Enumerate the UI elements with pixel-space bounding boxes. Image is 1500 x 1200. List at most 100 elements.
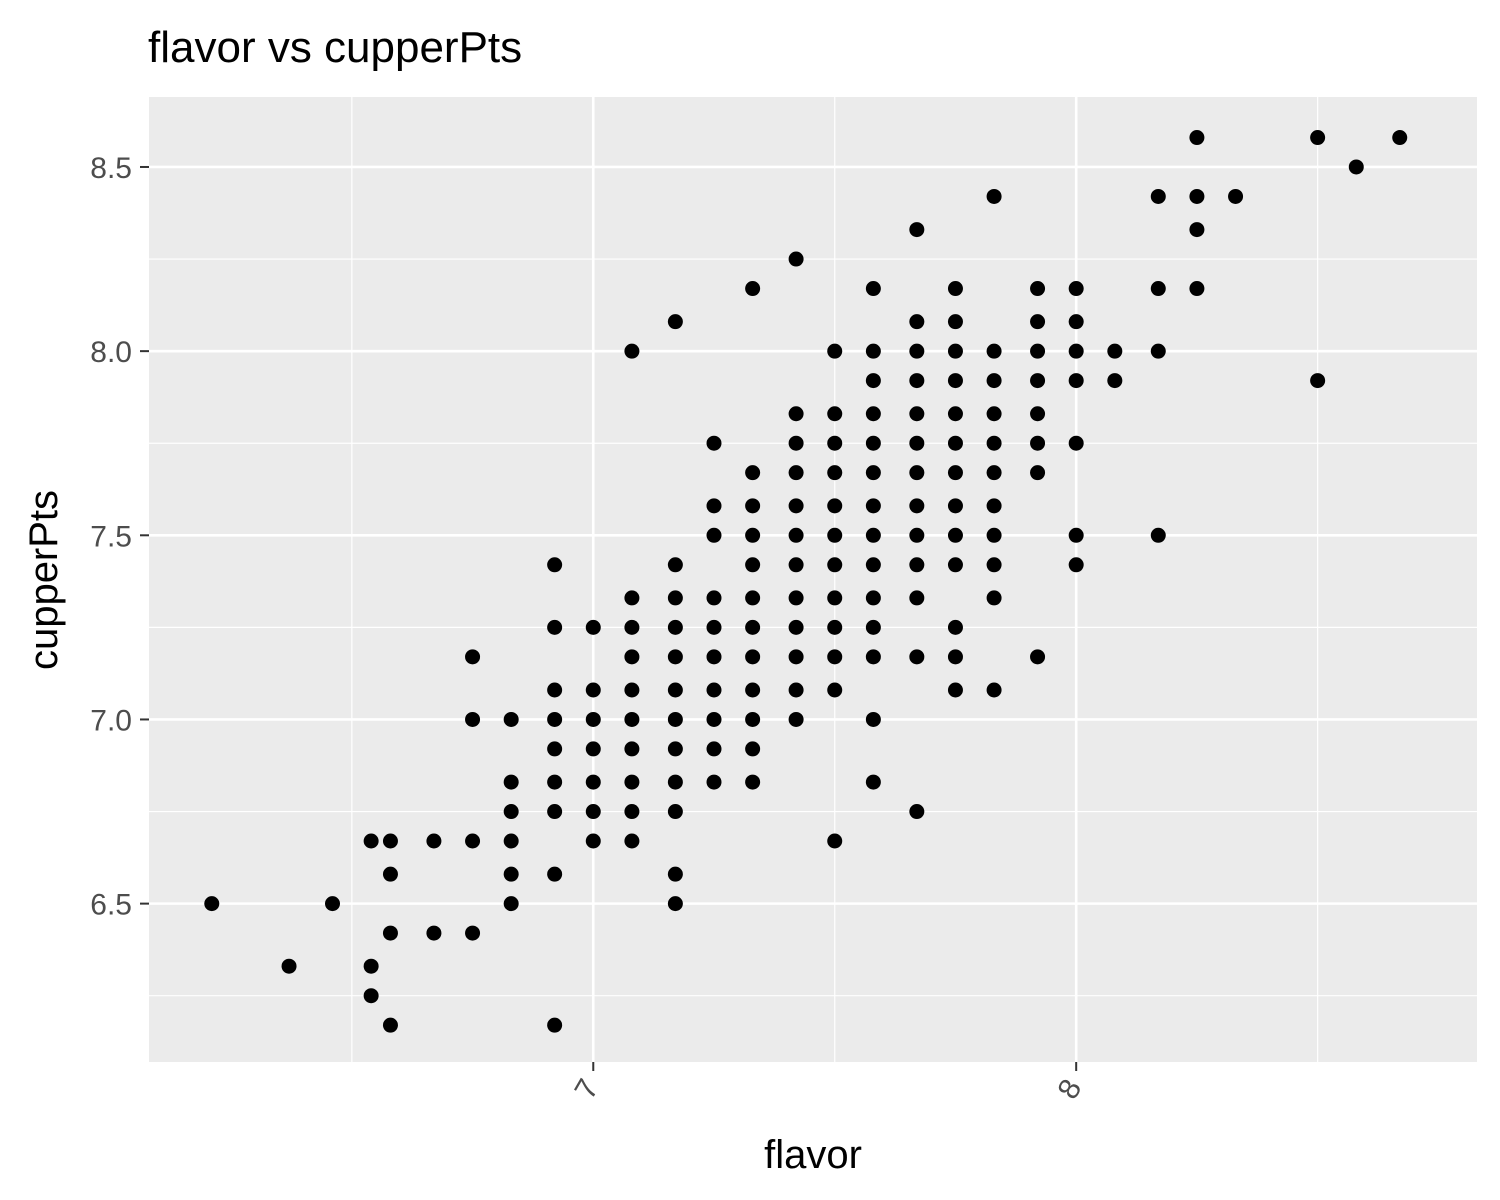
data-points (204, 130, 1408, 1033)
data-point (788, 435, 804, 451)
data-point (745, 498, 761, 514)
data-point (788, 465, 804, 481)
data-point (909, 406, 925, 422)
data-point (465, 649, 481, 665)
data-point (706, 590, 722, 606)
data-point (909, 649, 925, 665)
data-point (1030, 281, 1046, 297)
data-point (788, 711, 804, 727)
data-point (865, 619, 881, 635)
data-point (382, 833, 398, 849)
data-point (947, 343, 963, 359)
data-point (947, 682, 963, 698)
data-point (503, 774, 519, 790)
data-point (745, 590, 761, 606)
data-point (382, 866, 398, 882)
data-point (667, 866, 683, 882)
data-point (465, 833, 481, 849)
data-point (909, 435, 925, 451)
data-point (788, 406, 804, 422)
data-point (909, 465, 925, 481)
data-point (1068, 527, 1084, 543)
data-point (986, 343, 1002, 359)
data-point (1107, 343, 1123, 359)
chart-title: flavor vs cupperPts (148, 23, 522, 72)
data-point (986, 465, 1002, 481)
data-point (585, 682, 601, 698)
data-point (1228, 188, 1244, 204)
data-point (667, 804, 683, 820)
data-point (788, 527, 804, 543)
data-point (204, 896, 220, 912)
data-point (585, 741, 601, 757)
data-point (947, 649, 963, 665)
data-point (706, 435, 722, 451)
data-point (706, 774, 722, 790)
data-point (547, 774, 563, 790)
data-point (667, 896, 683, 912)
data-point (1068, 314, 1084, 330)
data-point (865, 406, 881, 422)
data-point (865, 649, 881, 665)
data-point (947, 557, 963, 573)
data-point (706, 649, 722, 665)
data-point (426, 833, 442, 849)
data-point (1189, 222, 1205, 238)
x-tick-label: 8 (1051, 1074, 1088, 1105)
data-point (667, 774, 683, 790)
data-point (788, 251, 804, 267)
data-point (1068, 557, 1084, 573)
data-point (827, 406, 843, 422)
data-point (986, 435, 1002, 451)
data-point (986, 557, 1002, 573)
data-point (624, 590, 640, 606)
data-point (827, 498, 843, 514)
data-point (909, 498, 925, 514)
gridlines (149, 97, 1477, 1062)
data-point (503, 833, 519, 849)
data-point (865, 498, 881, 514)
data-point (909, 590, 925, 606)
data-point (827, 682, 843, 698)
data-point (986, 406, 1002, 422)
data-point (947, 373, 963, 389)
data-point (426, 925, 442, 941)
data-point (745, 281, 761, 297)
data-point (547, 619, 563, 635)
data-point (1030, 465, 1046, 481)
data-point (382, 1017, 398, 1033)
data-point (745, 527, 761, 543)
data-point (706, 711, 722, 727)
data-point (624, 343, 640, 359)
data-point (947, 619, 963, 635)
data-point (986, 527, 1002, 543)
data-point (947, 465, 963, 481)
data-point (363, 833, 379, 849)
data-point (706, 682, 722, 698)
data-point (503, 866, 519, 882)
data-point (706, 527, 722, 543)
data-point (745, 619, 761, 635)
data-point (947, 281, 963, 297)
data-point (827, 435, 843, 451)
y-tick-label: 8.5 (90, 152, 132, 185)
data-point (382, 925, 398, 941)
data-point (986, 498, 1002, 514)
data-point (1310, 130, 1326, 146)
data-point (624, 682, 640, 698)
data-point (909, 527, 925, 543)
data-point (667, 557, 683, 573)
data-point (547, 711, 563, 727)
x-axis-title: flavor (764, 1133, 862, 1177)
data-point (788, 682, 804, 698)
data-point (827, 619, 843, 635)
data-point (667, 314, 683, 330)
data-point (865, 465, 881, 481)
data-point (909, 222, 925, 238)
data-point (667, 649, 683, 665)
data-point (706, 619, 722, 635)
data-point (1030, 314, 1046, 330)
data-point (909, 373, 925, 389)
data-point (706, 498, 722, 514)
